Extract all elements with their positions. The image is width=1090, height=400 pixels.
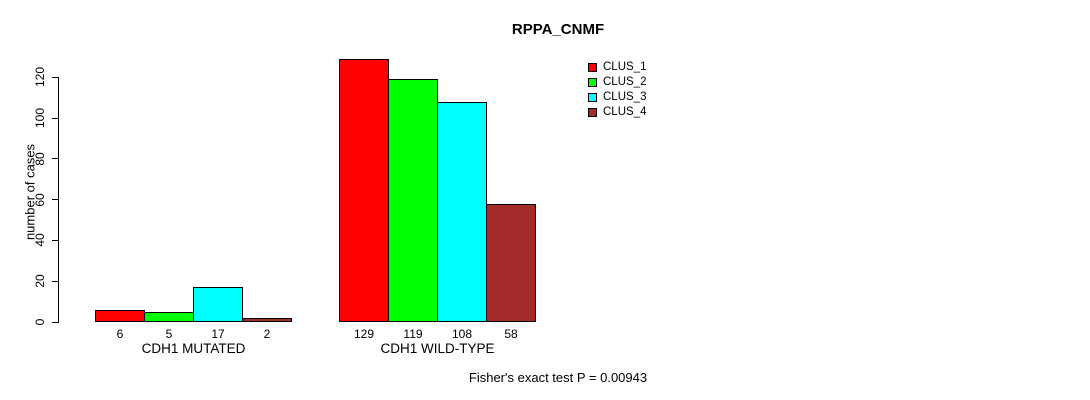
legend-item-clus_2: CLUS_2 <box>588 76 647 88</box>
bar-clus_2-group2 <box>388 79 438 322</box>
y-tick-label: 0 <box>33 318 47 326</box>
legend-swatch-icon <box>588 63 597 72</box>
y-tick-label: 60 <box>33 192 47 207</box>
bar-clus_2-group1 <box>144 312 194 322</box>
legend-label: CLUS_4 <box>603 106 647 118</box>
bar-clus_1-group2 <box>339 59 389 322</box>
bar-value-label: 5 <box>165 327 173 341</box>
legend-item-clus_1: CLUS_1 <box>588 61 647 73</box>
bar-value-label: 119 <box>403 327 423 341</box>
bar-value-label: 2 <box>263 327 271 341</box>
legend: CLUS_1 CLUS_2 CLUS_3 CLUS_4 <box>588 61 647 123</box>
bar-clus_1-group1 <box>95 310 145 322</box>
y-tick-label: 100 <box>33 108 47 129</box>
bar-clus_3-group2 <box>437 102 487 322</box>
fisher-test-annotation: Fisher's exact test P = 0.00943 <box>468 370 648 385</box>
y-tick-label: 20 <box>33 274 47 288</box>
legend-swatch-icon <box>588 108 597 117</box>
y-tick-label: 80 <box>33 152 47 166</box>
legend-swatch-icon <box>588 78 597 87</box>
group-label-cdh1-wild-type: CDH1 WILD-TYPE <box>380 341 495 356</box>
bar-value-label: 6 <box>116 327 124 341</box>
y-tick-label: 40 <box>33 233 47 248</box>
chart-title: RPPA_CNMF <box>511 21 605 38</box>
y-tick-mark <box>52 321 59 323</box>
legend-label: CLUS_1 <box>603 61 647 73</box>
bar-value-label: 108 <box>451 327 473 341</box>
y-tick-label: 120 <box>33 67 47 88</box>
group-label-cdh1-mutated: CDH1 MUTATED <box>141 341 246 356</box>
bar-clus_3-group1 <box>193 287 243 322</box>
legend-label: CLUS_2 <box>603 76 647 88</box>
y-tick-mark <box>52 280 59 282</box>
y-axis-line <box>58 78 59 323</box>
legend-label: CLUS_3 <box>603 91 647 103</box>
legend-item-clus_3: CLUS_3 <box>588 91 647 103</box>
y-tick-mark <box>52 76 59 78</box>
bar-value-label: 129 <box>353 327 375 341</box>
bar-clus_4-group2 <box>486 204 536 322</box>
bar-clus_4-group1 <box>242 318 292 322</box>
legend-item-clus_4: CLUS_4 <box>588 106 647 118</box>
bar-value-label: 17 <box>211 327 225 341</box>
bar-value-label: 58 <box>504 327 518 341</box>
y-tick-mark <box>52 158 59 160</box>
y-tick-mark <box>52 239 59 241</box>
y-tick-mark <box>52 117 59 119</box>
y-tick-mark <box>52 199 59 201</box>
legend-swatch-icon <box>588 93 597 102</box>
